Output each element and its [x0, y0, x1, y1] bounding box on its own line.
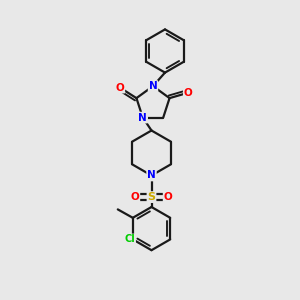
Text: O: O: [116, 82, 124, 93]
Text: N: N: [147, 170, 156, 181]
Text: O: O: [164, 192, 172, 202]
Text: Cl: Cl: [124, 234, 135, 244]
Text: O: O: [130, 192, 140, 202]
Text: S: S: [148, 192, 155, 202]
Text: N: N: [138, 112, 147, 123]
Text: O: O: [184, 88, 193, 98]
Text: N: N: [148, 81, 158, 91]
